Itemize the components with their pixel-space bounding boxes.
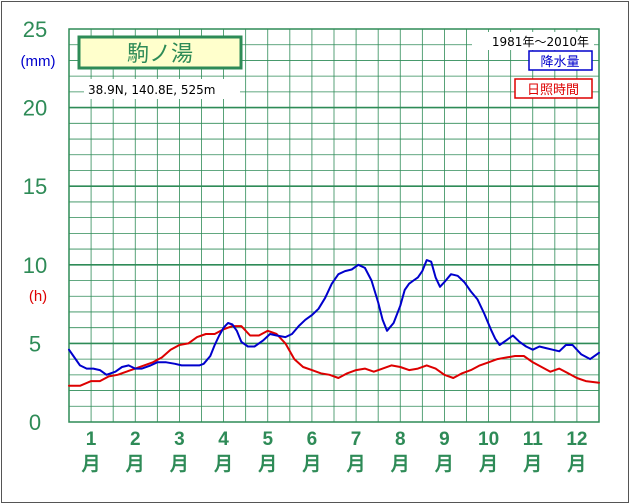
y-tick-label: 5	[29, 331, 41, 356]
location-text: 38.9N, 140.8E, 525m	[88, 83, 215, 97]
month-suffix-label: 月	[213, 454, 233, 475]
month-suffix-label: 月	[434, 454, 454, 475]
plot-border	[68, 28, 600, 423]
station-name-box	[77, 35, 243, 70]
location-background	[84, 79, 240, 99]
month-suffix-label: 月	[301, 454, 321, 475]
month-number-label: 9	[439, 429, 450, 450]
month-number-label: 8	[395, 429, 406, 450]
month-number-label: 3	[174, 429, 185, 450]
month-number-label: 7	[351, 429, 362, 450]
precipitation-line	[68, 259, 600, 376]
month-suffix-label: 月	[257, 454, 277, 475]
series-lines	[68, 259, 600, 387]
month-number-label: 10	[478, 429, 499, 450]
month-suffix-label: 月	[522, 454, 542, 475]
sunshine-line	[68, 325, 600, 387]
legend-precipitation-label: 降水量	[540, 55, 579, 70]
month-number-label: 4	[218, 429, 229, 450]
station-name: 駒ノ湯	[127, 42, 193, 67]
month-suffix-label: 月	[390, 454, 410, 475]
month-suffix-label: 月	[81, 454, 101, 475]
y-axis-ticks: 0 5 10 15 20 25	[23, 17, 47, 435]
y-tick-label: 20	[23, 96, 47, 121]
month-suffix-label: 月	[478, 454, 498, 475]
y-tick-label: 10	[23, 253, 47, 278]
legend-sunshine-label: 日照時間	[527, 83, 579, 98]
legend-sunshine-box	[514, 78, 593, 99]
month-suffix-label: 月	[169, 454, 189, 475]
y-tick-label: 15	[23, 174, 47, 199]
month-suffix-label: 月	[125, 454, 145, 475]
period-background	[472, 32, 594, 50]
month-suffix-label: 月	[566, 454, 586, 475]
legend-precipitation-box	[528, 50, 593, 71]
precipitation-unit-label: (mm)	[21, 53, 56, 70]
sunshine-unit-label: (h)	[29, 288, 47, 305]
month-number-label: 11	[523, 429, 544, 450]
grid	[69, 29, 599, 422]
month-suffix-label: 月	[346, 454, 366, 475]
month-number-label: 2	[130, 429, 141, 450]
y-tick-label: 25	[23, 17, 47, 42]
month-number-label: 12	[566, 429, 587, 450]
y-tick-label: 0	[29, 410, 41, 435]
month-number-label: 1	[86, 429, 97, 450]
period-text: 1981年〜2010年	[492, 35, 589, 49]
month-number-label: 5	[262, 429, 273, 450]
x-axis-month-labels: 1 月 2 月 3 月 4 月 5 月 6 月 7 月 8 月 9 月 10 月 11 月 12 月	[81, 429, 588, 475]
month-number-label: 6	[307, 429, 318, 450]
